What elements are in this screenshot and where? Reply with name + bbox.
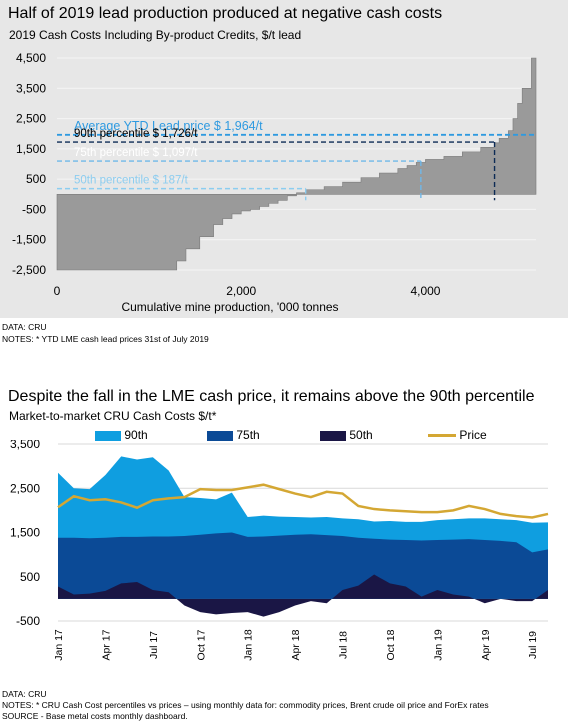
chart2-y-tick-label: 1,500 (10, 526, 40, 540)
legend-label-75th: 75th (236, 428, 260, 442)
chart2-source: SOURCE - Base metal costs monthly dashbo… (2, 711, 188, 721)
chart2-x-tick-label: Jan 19 (432, 629, 444, 661)
chart2-y-tick-label: 3,500 (10, 440, 40, 451)
chart2-notes: NOTES: * CRU Cash Cost percentiles vs pr… (2, 700, 489, 710)
chart2-x-tick-label: Apr 19 (480, 629, 492, 660)
legend-item-75th: 75th (207, 428, 260, 442)
chart1-subtitle: 2019 Cash Costs Including By-product Cre… (9, 28, 302, 42)
chart2-x-tick-label: Jul 19 (527, 631, 539, 659)
chart2-x-ticks: Jan 17 Apr 17 Jul 17 Oct 17 Jan 18 Apr 18 Jul … (53, 629, 539, 661)
chart1-data-note: DATA: CRU (2, 322, 47, 332)
chart1-cost-curve-area (56, 57, 537, 271)
chart2-y-tick-label: -500 (16, 614, 40, 628)
chart2-area-75th (58, 532, 548, 599)
chart2-x-tick-label: Jul 17 (148, 631, 160, 659)
legend-label-50th: 50th (349, 428, 373, 442)
legend-swatch-price (428, 434, 456, 438)
legend-item-50th: 50th (320, 428, 373, 442)
chart1-y-tick-label: 500 (26, 172, 46, 186)
chart1-reference-lines (57, 133, 536, 201)
chart1-x-axis-label: Cumulative mine production, '000 tonnes (121, 300, 338, 314)
chart2-x-tick-label: Jan 18 (243, 629, 255, 661)
chart1-y-tick-label: 1,500 (16, 142, 46, 156)
chart1-y-tick-label: 4,500 (16, 51, 46, 65)
chart2-y-tick-label: 500 (20, 570, 40, 584)
chart1-x-tick-label: 2,000 (226, 284, 256, 298)
chart1-x-tick-label: 4,000 (410, 284, 440, 298)
chart2-x-tick-label: Oct 17 (195, 629, 207, 660)
chart1-annotation-average-price: Average YTD Lead price $ 1,964/t (74, 119, 263, 133)
chart1-y-tick-label: -1,500 (12, 233, 46, 247)
legend-item-90th: 90th (95, 428, 148, 442)
chart1-y-tick-label: -2,500 (12, 263, 46, 277)
chart1-title: Half of 2019 lead production produced at… (8, 5, 443, 22)
chart1-x-tick-label: 0 (54, 284, 61, 298)
legend-label-90th: 90th (124, 428, 148, 442)
chart2-areas (58, 456, 548, 617)
chart2-area-50th (58, 574, 548, 617)
chart1-y-tick-label: -500 (22, 202, 46, 216)
legend-label-price: Price (459, 428, 487, 442)
chart2-x-tick-label: Jan 17 (53, 629, 65, 661)
legend-swatch-90th (95, 430, 121, 441)
chart1-annotation-p90: 90th percentile $ 1,726/t (74, 128, 198, 140)
chart2-y-tick-label: 2,500 (10, 481, 40, 495)
chart2-title: Despite the fall in the LME cash price, … (8, 388, 535, 405)
chart2-x-tick-label: Oct 18 (385, 629, 397, 660)
chart1-y-tick-label: 2,500 (16, 112, 46, 126)
chart1-svg: -2,500-1,500-5005001,5002,5003,5004,500 … (12, 51, 537, 314)
chart2-price-line (57, 483, 549, 519)
chart1-y-tick-label: 3,500 (16, 81, 46, 95)
chart2-data-note: DATA: CRU (2, 689, 47, 699)
legend-swatch-50th (320, 430, 346, 441)
chart1-x-ticks: 0 2,000 4,000 (54, 284, 441, 298)
chart2-subtitle: Market-to-market CRU Cash Costs $/t* (9, 409, 217, 423)
chart1-y-ticks: -2,500 -1,500 -500 500 1,500 2,500 3,500 4,500 (12, 51, 46, 277)
chart1-annotation-p50: 50th percentile $ 187/t (74, 175, 189, 187)
chart1-notes: NOTES: * YTD LME cash lead prices 31st o… (2, 334, 209, 344)
chart2-y-ticks: -500 500 1,500 2,500 3,500 (10, 440, 40, 628)
legend-swatch-75th (207, 430, 233, 441)
chart2-svg: -500 500 1,500 2,500 3,500 Jan 17 Apr 17 Jul 1… (10, 440, 549, 661)
chart1-annotation-p75: 75th percentile $ 1,097/t (74, 147, 198, 159)
chart2-x-tick-label: Apr 18 (290, 629, 302, 660)
chart2-x-tick-label: Apr 17 (100, 629, 112, 660)
legend-item-price: Price (428, 428, 487, 442)
chart2-x-tick-label: Jul 18 (338, 631, 350, 659)
